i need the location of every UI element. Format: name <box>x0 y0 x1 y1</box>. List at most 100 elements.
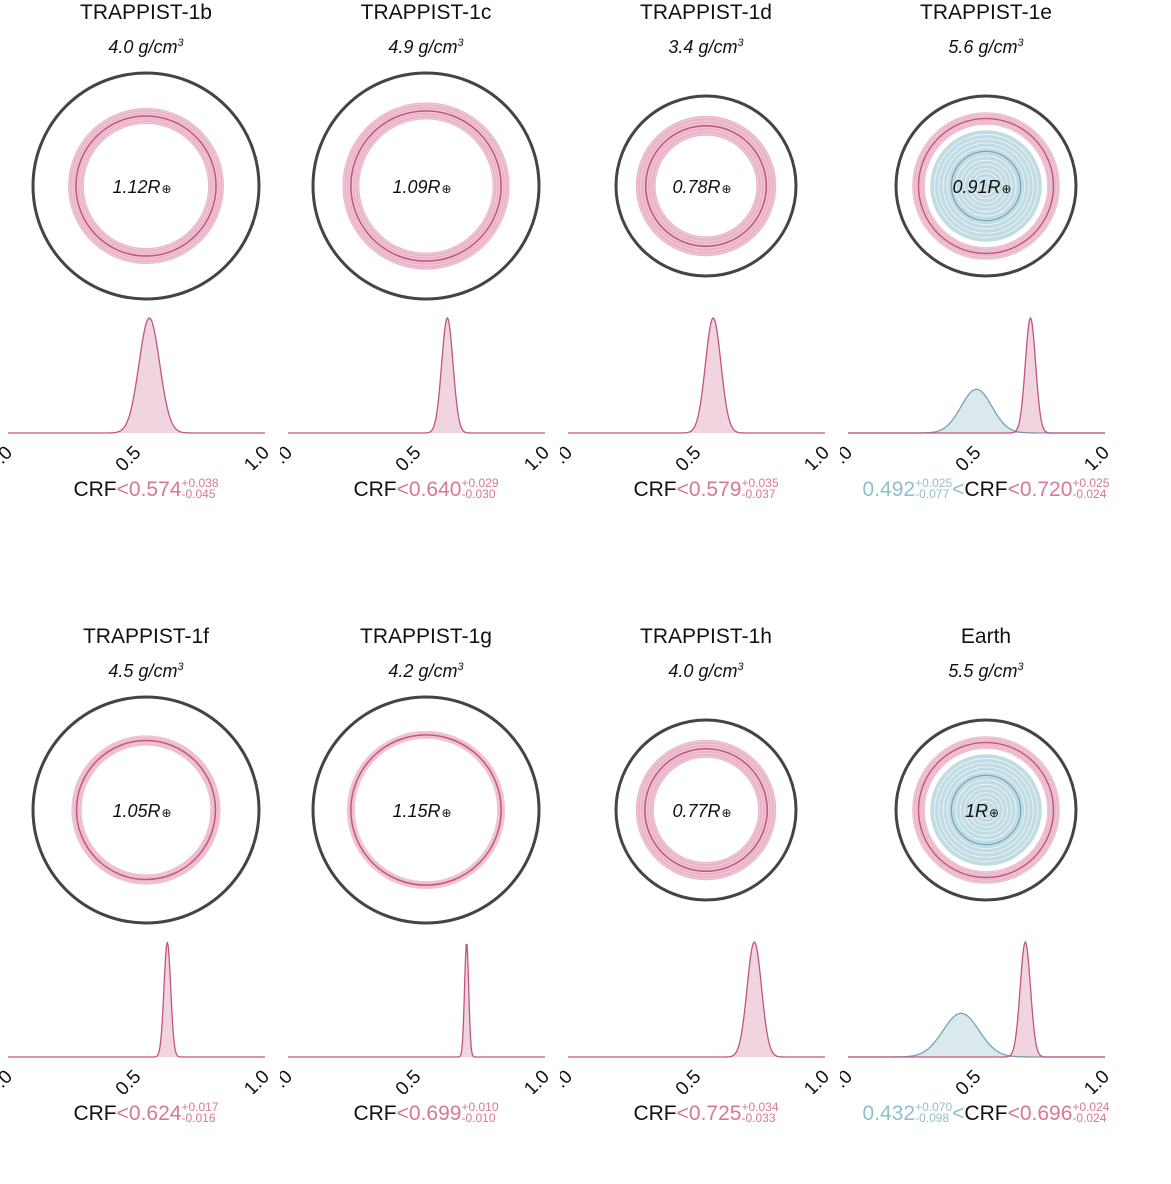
panel-trappist-1f: TRAPPIST-1f 4.5 g/cm3 1.05R⊕ 0.0 0.5 1.0 CRF<0… <box>0 624 292 1184</box>
core-distribution-fill <box>848 389 1105 433</box>
panel-graphic: 1.12R⊕ 0.0 0.5 1.0 <box>0 71 274 470</box>
crf-upper-error: +0.017 -0.016 <box>181 1100 219 1125</box>
planet-outline <box>311 695 541 925</box>
mantle-sample-ring <box>653 133 759 239</box>
crf-upper-error: +0.038 -0.045 <box>181 476 219 501</box>
density-value: 4.2 g/cm <box>388 661 458 681</box>
x-tick-label: 0.5 <box>672 1066 706 1094</box>
less-than-sign: < <box>116 1102 129 1125</box>
mantle-sample-ring <box>357 117 495 255</box>
crf-constraint: 0.432 +0.070 -0.098 <CRF<0.696 +0.024 -0.024 <box>840 1098 1132 1130</box>
less-than-sign: < <box>676 1102 689 1125</box>
panel-title: TRAPPIST-1d <box>640 1 772 24</box>
density-exponent: 3 <box>457 37 464 49</box>
mantle-distribution-line <box>8 941 265 1058</box>
mantle-distribution-line <box>8 317 265 434</box>
crf-label: CRF <box>73 478 117 501</box>
planet-outline <box>614 718 798 902</box>
earth-symbol: ⊕ <box>721 182 731 196</box>
mantle-sample-ring <box>645 749 767 871</box>
density-label: 5.5 g/cm3 <box>840 656 1132 682</box>
crf-label: CRF <box>964 1102 1008 1125</box>
mantle-sample-ring <box>646 126 766 246</box>
mantle-sample-ring <box>353 737 499 883</box>
x-tick-label: 1.0 <box>240 1066 274 1094</box>
core-band <box>930 754 1042 866</box>
core-sample-ring <box>955 155 1017 217</box>
mantle-sample-ring <box>76 740 216 880</box>
core-sample-ring <box>955 779 1017 841</box>
core-band <box>930 130 1042 242</box>
mantle-sample-ring <box>71 735 221 885</box>
mantle-sample-ring <box>923 123 1049 249</box>
mantle-sample-ring <box>912 736 1060 884</box>
crf-upper-error: +0.029 -0.030 <box>461 476 499 501</box>
core-sample-ring <box>946 770 1026 850</box>
crf-label: CRF <box>633 478 677 501</box>
crf-constraint: CRF<0.640 +0.029 -0.030 <box>280 474 572 506</box>
mantle-sample-ring <box>919 743 1053 877</box>
mantle-sample-ring <box>914 738 1058 882</box>
mantle-sample-ring <box>921 121 1051 251</box>
crf-upper-error: +0.034 -0.033 <box>741 1100 779 1125</box>
mantle-median-ring <box>917 117 1055 255</box>
radius-value: 1R <box>965 801 988 821</box>
mantle-sample-ring <box>919 119 1053 253</box>
mantle-median-ring <box>644 124 768 248</box>
mantle-sample-ring <box>352 736 500 884</box>
density-label: 4.9 g/cm3 <box>280 32 572 58</box>
mantle-distribution-fill <box>8 942 265 1057</box>
earth-symbol: ⊕ <box>161 806 171 820</box>
crf-lower-value: 0.492 <box>862 478 916 501</box>
mantle-sample-ring <box>643 123 769 249</box>
mantle-median-ring <box>75 115 217 257</box>
x-tick-label: 1.0 <box>800 1066 834 1094</box>
radius-value: 1.05R <box>112 801 160 821</box>
mantle-median-ring <box>350 110 502 262</box>
panel-title: TRAPPIST-1g <box>360 625 492 648</box>
mantle-sample-ring <box>73 737 219 883</box>
mantle-sample-ring <box>637 117 775 255</box>
mantle-distribution-line <box>848 940 1105 1058</box>
mantle-sample-ring <box>912 112 1060 260</box>
mantle-sample-ring <box>917 117 1055 255</box>
figure: TRAPPIST-1b 4.0 g/cm3 1.12R⊕ 0.0 0.5 1.0 CRF<0… <box>0 0 1132 1130</box>
core-median-ring <box>950 150 1022 222</box>
panel-title: TRAPPIST-1h <box>640 625 772 648</box>
mantle-distribution-fill <box>288 318 545 433</box>
crf-label: CRF <box>73 1102 117 1125</box>
core-sample-ring <box>981 181 991 191</box>
mantle-sample-ring <box>80 744 212 876</box>
core-sample-ring <box>968 168 1004 204</box>
earth-symbol: ⊕ <box>1001 182 1011 196</box>
crf-upper-error: +0.010 -0.010 <box>461 1100 499 1125</box>
x-tick-label: 0.5 <box>112 1066 146 1094</box>
density-label: 3.4 g/cm3 <box>560 32 852 58</box>
mantle-sample-ring <box>648 752 764 868</box>
density-value: 4.5 g/cm <box>108 661 178 681</box>
panel-trappist-1d: TRAPPIST-1d 3.4 g/cm3 0.78R⊕ 0.0 0.5 1.0 CRF<0… <box>560 0 852 560</box>
mantle-distribution-line <box>848 316 1105 434</box>
mantle-distribution-line <box>568 317 825 434</box>
radius-label: 0.77R⊕ <box>672 801 731 821</box>
mantle-sample-ring <box>78 742 214 878</box>
density-exponent: 3 <box>457 661 464 673</box>
radius-value: 1.15R <box>392 801 440 821</box>
x-tick-label: 1.0 <box>520 442 554 470</box>
core-sample-ring <box>942 142 1030 230</box>
mantle-distribution-fill <box>8 318 265 433</box>
radius-value: 1.12R <box>112 177 160 197</box>
mantle-median-ring <box>350 734 502 886</box>
core-sample-ring <box>959 159 1013 213</box>
core-sample-ring <box>959 783 1013 837</box>
density-exponent: 3 <box>1017 661 1024 673</box>
panel-title: TRAPPIST-1b <box>80 1 212 24</box>
core-median-ring <box>950 774 1022 846</box>
crf-upper-value: 0.696 <box>1019 1102 1073 1125</box>
core-sample-ring <box>981 805 991 815</box>
core-sample-ring <box>976 176 996 196</box>
core-sample-ring <box>938 138 1034 234</box>
crf-constraint: 0.492 +0.025 -0.077 <CRF<0.720 +0.025 -0.024 <box>840 474 1132 506</box>
less-than-sign: < <box>952 1102 965 1125</box>
mantle-distribution-line <box>568 941 825 1058</box>
